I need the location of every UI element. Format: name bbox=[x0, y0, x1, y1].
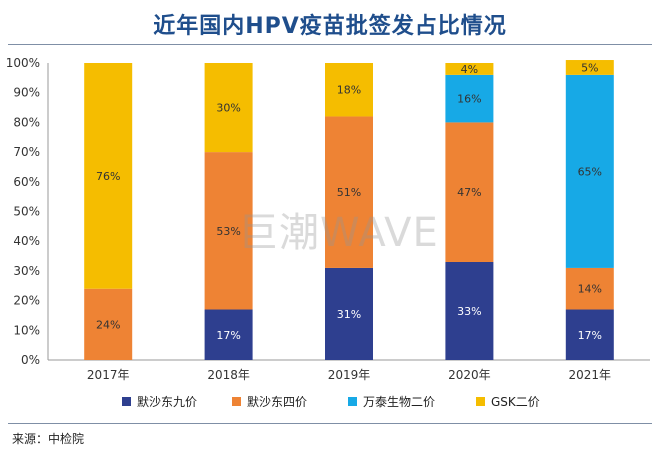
bar-data-label: 4% bbox=[461, 63, 478, 76]
bar-data-label: 53% bbox=[216, 225, 240, 238]
bar-data-label: 24% bbox=[96, 318, 120, 331]
bar-data-label: 76% bbox=[96, 170, 120, 183]
y-tick-label: 40% bbox=[13, 234, 40, 248]
bar-segment bbox=[325, 116, 373, 268]
bar-segment bbox=[204, 309, 253, 360]
x-tick-label: 2020年 bbox=[448, 368, 491, 382]
y-tick-label: 0% bbox=[21, 353, 40, 367]
chart-title: 近年国内HPV疫苗批签发占比情况 bbox=[153, 14, 507, 39]
bar-segment bbox=[445, 63, 494, 75]
x-tick-label: 2017年 bbox=[87, 368, 130, 382]
legend-swatch bbox=[348, 397, 357, 406]
bar-data-label: 47% bbox=[457, 186, 481, 199]
legend-swatch bbox=[476, 397, 485, 406]
legend-label: GSK二价 bbox=[491, 395, 540, 409]
bar-segment bbox=[445, 122, 494, 262]
bar-segment bbox=[565, 309, 614, 360]
y-tick-label: 30% bbox=[13, 264, 40, 278]
bar-segment bbox=[445, 261, 494, 360]
y-tick-label: 10% bbox=[13, 323, 40, 337]
bar-data-label: 18% bbox=[337, 84, 361, 97]
y-tick-label: 70% bbox=[13, 145, 40, 159]
bar-segment bbox=[204, 152, 253, 310]
bar-data-label: 5% bbox=[581, 61, 598, 74]
y-tick-label: 50% bbox=[13, 205, 40, 219]
legend-item-merck-4v: 默沙东四价 bbox=[232, 393, 307, 410]
x-tick-label: 2018年 bbox=[207, 368, 250, 382]
footer-divider bbox=[8, 423, 652, 424]
bar-data-label: 33% bbox=[457, 305, 481, 318]
bar-segment bbox=[204, 63, 253, 153]
x-tick-label: 2021年 bbox=[569, 368, 612, 382]
x-tick-label: 2019年 bbox=[328, 368, 371, 382]
bar-data-label: 31% bbox=[337, 308, 361, 321]
bar-data-label: 14% bbox=[578, 283, 602, 296]
bar-segment bbox=[565, 74, 614, 268]
y-tick-label: 20% bbox=[13, 294, 40, 308]
legend-item-merck-9v: 默沙东九价 bbox=[122, 393, 197, 410]
legend-swatch bbox=[232, 397, 241, 406]
bar-data-label: 51% bbox=[337, 186, 361, 199]
bar-segment bbox=[565, 267, 614, 310]
watermark: 巨潮WAVE bbox=[238, 210, 439, 256]
bar-data-label: 65% bbox=[578, 165, 602, 178]
bar-segment bbox=[325, 267, 373, 360]
bar-data-label: 17% bbox=[216, 329, 240, 342]
legend-swatch bbox=[122, 397, 131, 406]
bar-segment bbox=[84, 63, 133, 289]
y-tick-label: 60% bbox=[13, 175, 40, 189]
bar-segment bbox=[565, 60, 614, 75]
bar-segment bbox=[445, 74, 494, 123]
legend-label: 万泰生物二价 bbox=[363, 395, 436, 409]
bar-segment bbox=[325, 63, 373, 117]
legend-item-gsk-2v: GSK二价 bbox=[476, 393, 540, 410]
y-tick-label: 90% bbox=[13, 86, 40, 100]
bar-segment bbox=[84, 288, 133, 360]
bar-data-label: 16% bbox=[457, 93, 481, 106]
y-tick-label: 100% bbox=[6, 56, 40, 70]
legend-label: 默沙东四价 bbox=[247, 395, 308, 409]
title-divider bbox=[8, 44, 652, 45]
legend-item-wantai-2v: 万泰生物二价 bbox=[348, 393, 435, 410]
y-tick-label: 80% bbox=[13, 115, 40, 129]
legend-label: 默沙东九价 bbox=[137, 395, 198, 409]
bar-data-label: 17% bbox=[578, 329, 602, 342]
source-note: 来源：中检院 bbox=[12, 432, 85, 446]
bar-data-label: 30% bbox=[216, 102, 240, 115]
